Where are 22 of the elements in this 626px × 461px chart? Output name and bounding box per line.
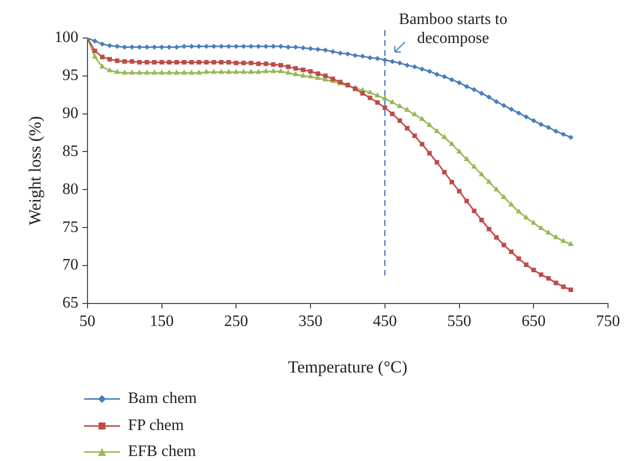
x-tick-label: 150 [150, 313, 174, 330]
y-axis-title: Weight loss (%) [26, 116, 45, 226]
legend-label: FP chem [128, 416, 184, 435]
x-tick-label: 50 [79, 313, 96, 330]
legend-label: Bam chem [128, 390, 197, 408]
y-tick-label: 100 [54, 29, 78, 46]
y-tick-label: 85 [62, 142, 78, 160]
y-tick-label: 65 [62, 294, 78, 312]
x-tick-label: 650 [522, 313, 546, 330]
y-tick-label: 95 [62, 67, 78, 84]
x-tick-label: 450 [372, 313, 397, 330]
x-tick-label: 350 [298, 313, 323, 330]
y-tick-label: 80 [62, 180, 78, 198]
x-tick-label: 250 [224, 313, 248, 330]
y-tick-label: 70 [62, 256, 78, 274]
x-tick-label: 750 [596, 313, 620, 330]
y-tick-label: 75 [62, 218, 78, 236]
annotation: Bamboo starts to decompose [398, 10, 508, 47]
y-tick-label: 90 [62, 105, 78, 122]
x-tick-label: 550 [447, 313, 472, 330]
legend-label: EFB chem [128, 443, 196, 461]
x-axis-title: Temperature (°C) [288, 357, 408, 376]
